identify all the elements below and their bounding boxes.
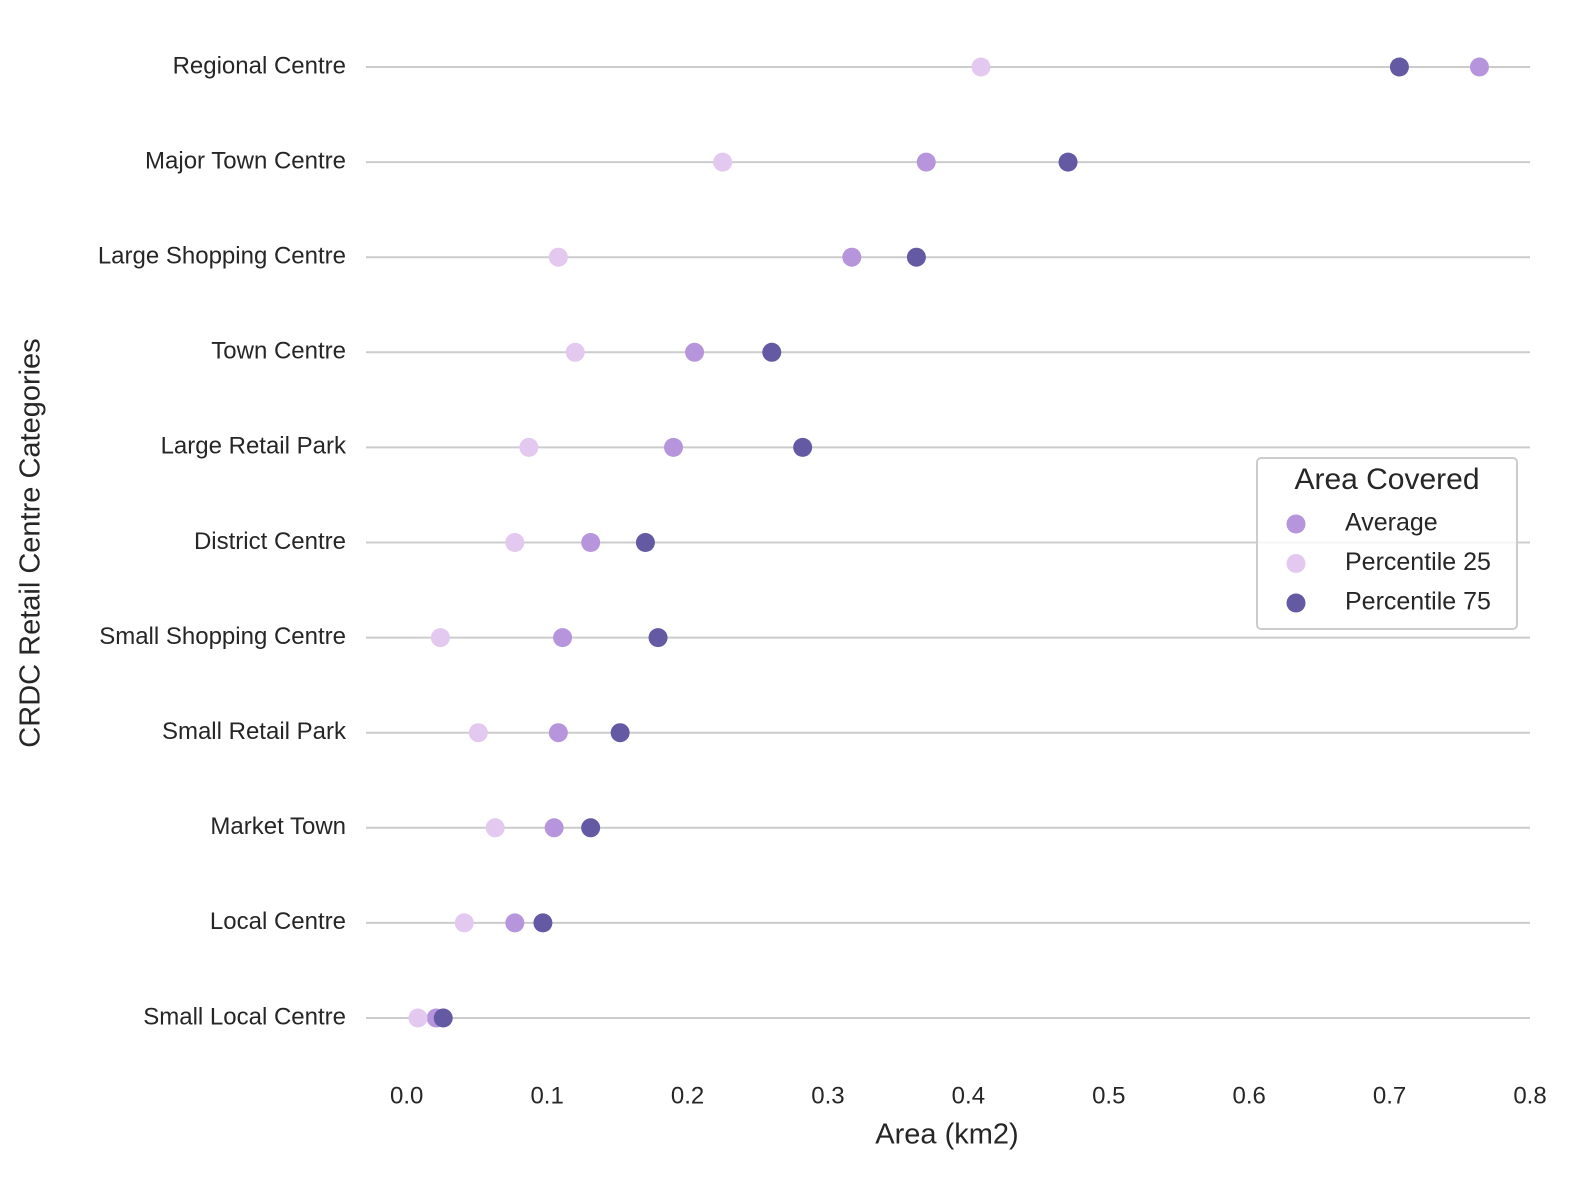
legend-label: Average [1345,509,1438,537]
dot [485,818,505,838]
x-tick-label: 0.2 [671,1082,704,1109]
dot [610,723,630,743]
dot [581,818,601,838]
dot [581,533,601,552]
x-tick-label: 0.8 [1513,1082,1546,1109]
dot [548,723,568,743]
dot [842,247,862,267]
dot [906,247,926,267]
legend: Area Covered Average Percentile 25 Percenti… [1256,457,1518,630]
dot [454,913,474,933]
legend-marker [1286,554,1306,573]
x-tick-label: 0.5 [1092,1082,1125,1109]
dot [1058,152,1078,172]
x-tick-label: 0.4 [952,1082,985,1109]
dot [916,152,936,172]
dot [685,342,705,362]
x-tick-label: 0.7 [1373,1082,1406,1109]
dot [762,342,782,362]
y-tick-label: Market Town [210,813,346,840]
dot [544,818,564,838]
y-tick-label: Major Town Centre [145,147,346,174]
legend-label: Percentile 25 [1345,548,1491,576]
dot [505,913,525,933]
dot [519,437,539,457]
dot [533,913,553,933]
dot [1469,57,1489,77]
legend-marker [1286,514,1306,534]
dot [713,152,733,172]
x-tick-label: 0.3 [811,1082,844,1109]
y-tick-label: Large Retail Park [161,433,347,460]
dot [971,57,991,77]
x-axis-label: Area (km2) [875,1119,1018,1151]
dot [548,247,568,267]
dot [793,437,813,457]
x-tick-label: 0.1 [530,1082,563,1109]
dot [1389,57,1409,77]
legend-label: Percentile 75 [1345,588,1491,616]
y-tick-label: Small Shopping Centre [99,623,346,650]
dot [430,628,450,648]
dot [505,533,525,552]
dot [648,628,668,648]
x-tick-label: 0.0 [390,1082,423,1109]
y-tick-label: Regional Centre [173,52,346,79]
dot [553,628,573,648]
dot [635,533,655,552]
dot [433,1008,453,1028]
dot [468,723,488,743]
legend-title: Area Covered [1294,463,1479,496]
dot [663,437,683,457]
y-tick-label: Large Shopping Centre [98,243,346,270]
legend-marker [1286,593,1306,613]
y-tick-label: Small Local Centre [143,1003,346,1030]
y-axis-label: CRDC Retail Centre Categories [15,338,47,747]
x-tick-label: 0.6 [1232,1082,1265,1109]
y-tick-label: Local Centre [210,908,346,935]
legend-box [1256,457,1518,630]
dot [408,1008,428,1028]
y-tick-label: Town Centre [211,338,346,365]
y-tick-label: District Centre [194,528,346,555]
y-tick-label: Small Retail Park [162,718,347,745]
dot [565,342,585,362]
